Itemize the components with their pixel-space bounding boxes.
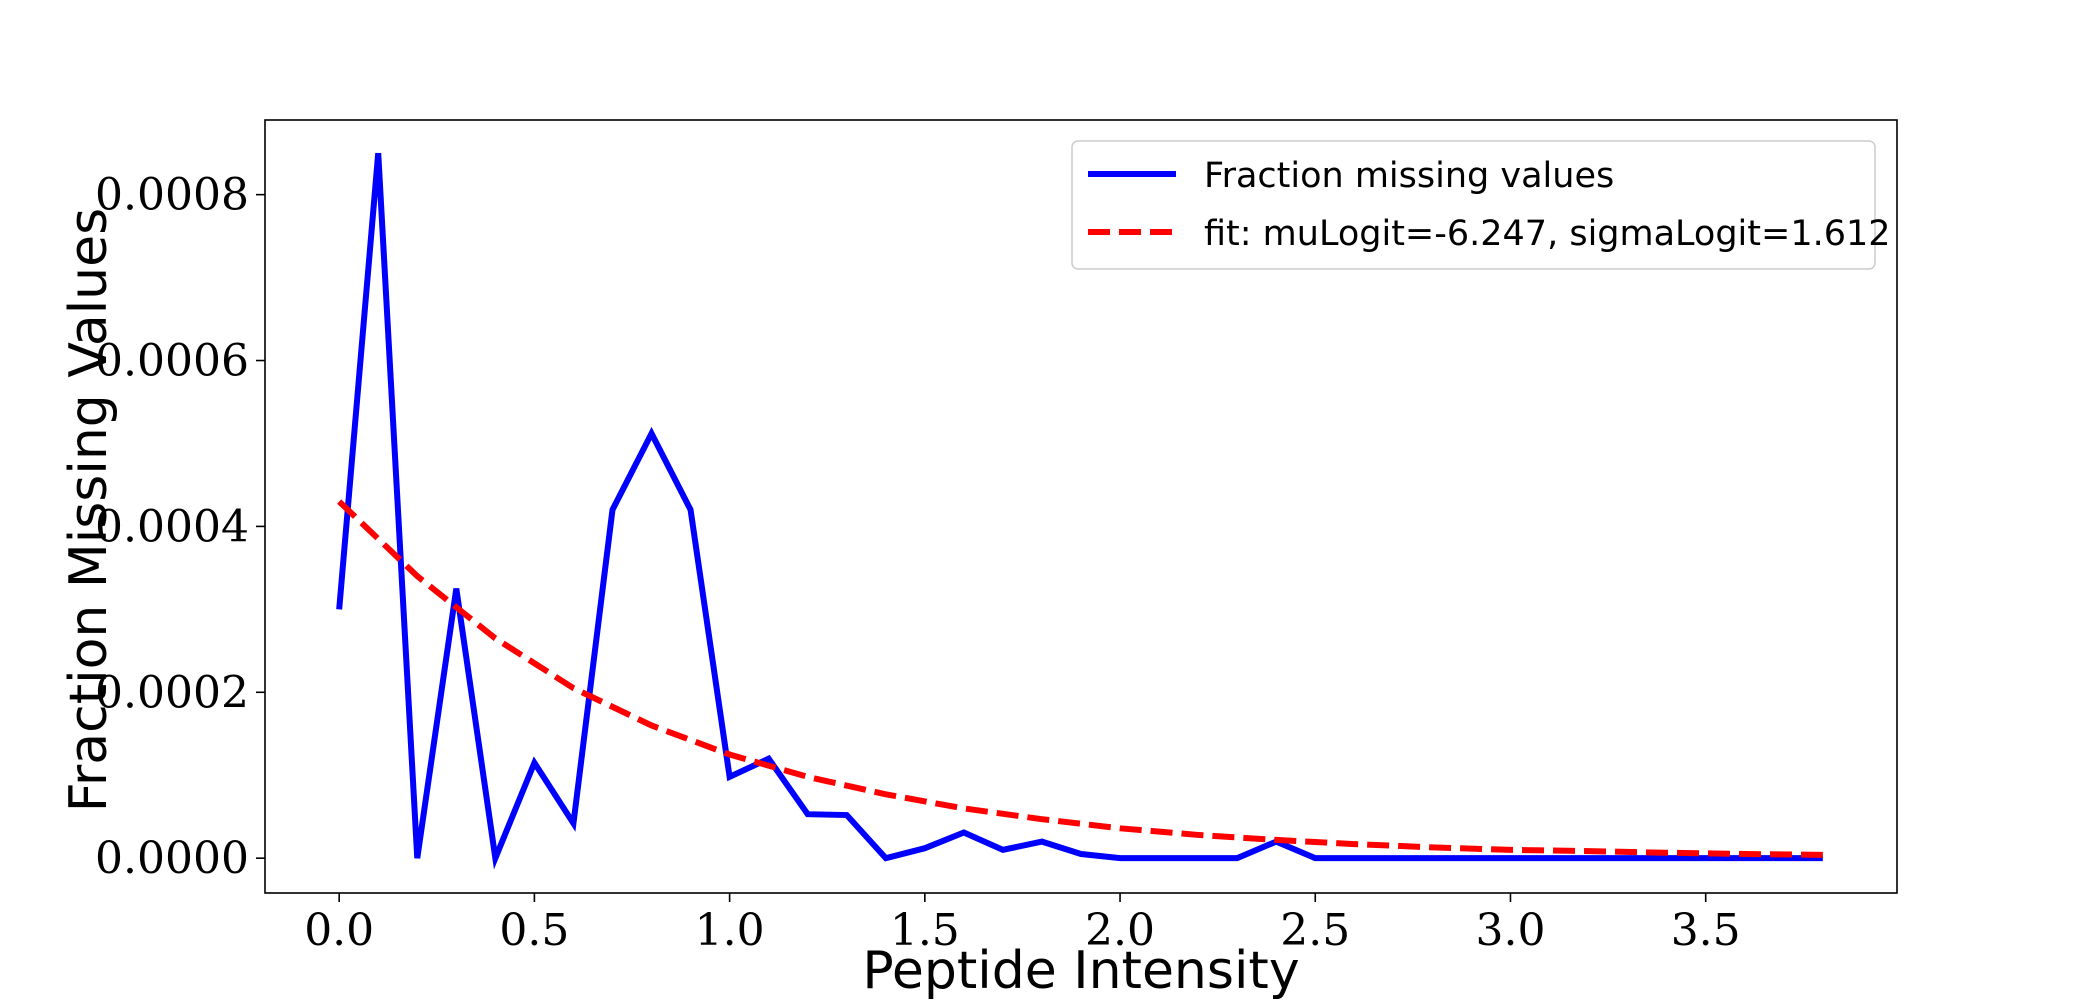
legend-box xyxy=(1071,140,1876,270)
x-tick-label: 1.5 xyxy=(890,905,960,956)
x-tick-label: 0.0 xyxy=(304,905,374,956)
y-tick-label: 0.0002 xyxy=(95,667,249,718)
x-tick-label: 0.5 xyxy=(499,905,569,956)
y-axis: 0.0000 0.0002 0.0004 0.0006 0.0008 xyxy=(95,170,265,884)
y-tick-label: 0.0006 xyxy=(95,336,249,387)
series-line-1 xyxy=(337,499,1823,858)
x-tick-label: 2.0 xyxy=(1085,905,1155,956)
y-tick-label: 0.0004 xyxy=(95,501,249,552)
series-layer xyxy=(336,152,1823,870)
x-axis-title: Peptide Intensity xyxy=(862,941,1299,1000)
legend-label-fit: fit: muLogit=-6.247, sigmaLogit=1.612 xyxy=(1204,214,1891,254)
legend-label-fraction-missing: Fraction missing values xyxy=(1204,156,1614,196)
x-tick-label: 2.5 xyxy=(1280,905,1350,956)
x-axis: 0.0 0.5 1.0 1.5 2.0 2.5 3.0 3.5 xyxy=(304,893,1741,956)
x-tick-label: 3.0 xyxy=(1475,905,1545,956)
series-line-0 xyxy=(336,152,1823,870)
legend: Fraction missing values fit: muLogit=-6.… xyxy=(1071,140,1891,270)
y-axis-title: Fraction Missing Values xyxy=(59,208,119,812)
y-tick-label: 0.0008 xyxy=(95,170,249,221)
x-tick-label: 1.0 xyxy=(695,905,765,956)
x-tick-label: 3.5 xyxy=(1671,905,1741,956)
plot-frame xyxy=(264,119,1898,894)
y-tick-label: 0.0000 xyxy=(95,833,249,884)
